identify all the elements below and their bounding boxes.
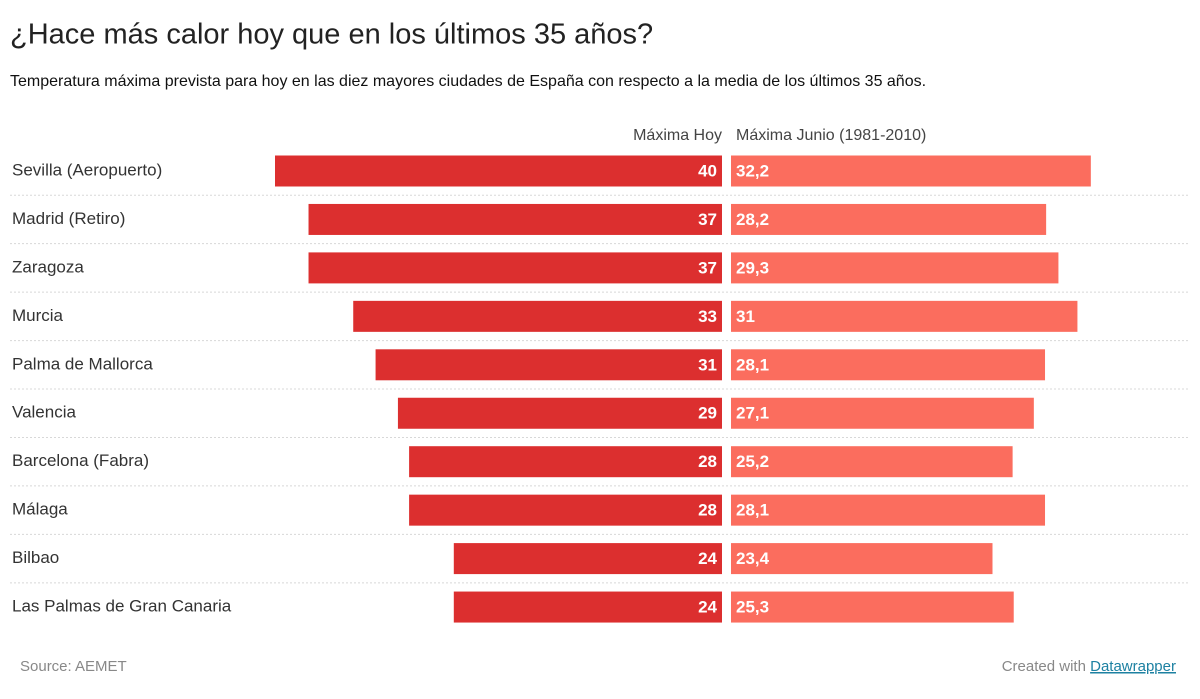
chart-title: ¿Hace más calor hoy que en los últimos 3… [10, 19, 653, 51]
category-label: Málaga [12, 500, 68, 519]
value-label: 24 [698, 549, 717, 568]
bar [453, 591, 722, 623]
category-label: Madrid (Retiro) [12, 209, 125, 228]
value-label: 40 [698, 161, 717, 180]
value-label: 28,2 [736, 210, 769, 229]
bar [409, 494, 722, 526]
value-label: 23,4 [736, 549, 770, 568]
value-label: 28,1 [736, 355, 769, 374]
value-label: 28 [698, 452, 717, 471]
value-label: 28,1 [736, 501, 769, 520]
value-label: 31 [698, 355, 717, 374]
bar [731, 155, 1091, 187]
bar [375, 349, 722, 381]
category-label: Valencia [12, 403, 76, 422]
value-label: 28 [698, 501, 717, 520]
series-header: Máxima Junio (1981-2010) [736, 127, 926, 144]
value-label: 33 [698, 307, 717, 326]
bar [308, 203, 722, 235]
bar [409, 446, 722, 478]
category-label: Las Palmas de Gran Canaria [12, 597, 232, 616]
bar [731, 300, 1078, 332]
value-label: 37 [698, 258, 717, 277]
bar [453, 543, 722, 575]
value-label: 25,3 [736, 598, 769, 617]
value-label: 25,2 [736, 452, 769, 471]
credit-link[interactable]: Datawrapper [1090, 658, 1176, 675]
bar [731, 349, 1046, 381]
value-label: 32,2 [736, 161, 769, 180]
value-label: 24 [698, 598, 717, 617]
category-label: Bilbao [12, 548, 59, 567]
bar [731, 252, 1059, 284]
category-label: Murcia [12, 306, 64, 325]
value-label: 29,3 [736, 258, 769, 277]
credit: Created with Datawrapper [1002, 658, 1176, 675]
source: Source: AEMET [20, 658, 127, 675]
bar [731, 494, 1046, 526]
credit-text: Created with [1002, 658, 1086, 675]
value-label: 29 [698, 404, 717, 423]
bar [353, 300, 722, 332]
category-label: Palma de Mallorca [12, 354, 153, 373]
bar [731, 591, 1014, 623]
value-label: 37 [698, 210, 717, 229]
value-label: 31 [736, 307, 755, 326]
bar [731, 203, 1047, 235]
category-label: Zaragoza [12, 257, 84, 276]
bar [731, 543, 993, 575]
bar [397, 397, 722, 429]
bar [731, 397, 1034, 429]
value-label: 27,1 [736, 404, 769, 423]
bar [275, 155, 722, 187]
category-label: Barcelona (Fabra) [12, 451, 149, 470]
category-label: Sevilla (Aeropuerto) [12, 160, 162, 179]
bar [731, 446, 1013, 478]
bar [308, 252, 722, 284]
chart-subtitle: Temperatura máxima prevista para hoy en … [10, 73, 926, 90]
series-header: Máxima Hoy [633, 127, 722, 144]
